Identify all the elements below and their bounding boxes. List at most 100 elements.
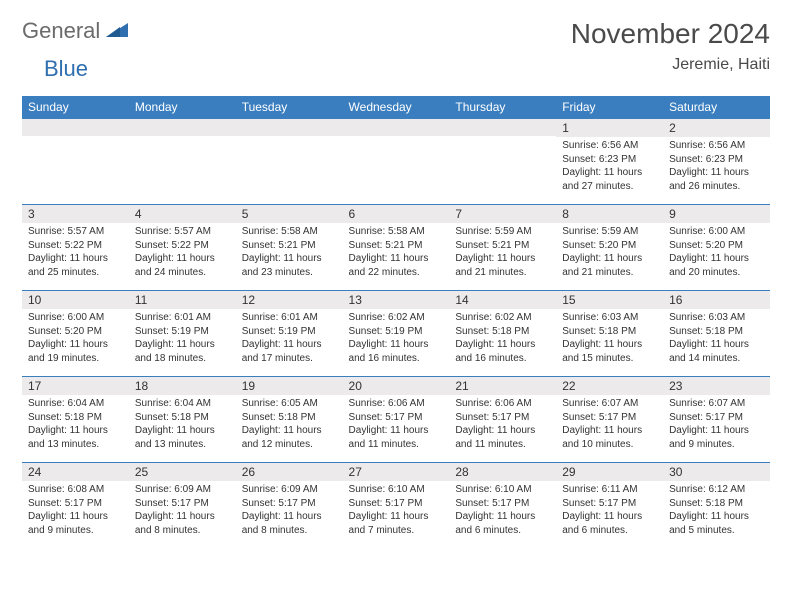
calendar-cell: 8Sunrise: 5:59 AMSunset: 5:20 PMDaylight… [556, 205, 663, 291]
day-number: 24 [22, 463, 129, 481]
day-number: 5 [236, 205, 343, 223]
day-number: 22 [556, 377, 663, 395]
calendar-cell: 17Sunrise: 6:04 AMSunset: 5:18 PMDayligh… [22, 377, 129, 463]
day-number: 29 [556, 463, 663, 481]
day-details: Sunrise: 5:58 AMSunset: 5:21 PMDaylight:… [343, 223, 450, 281]
day-details: Sunrise: 5:59 AMSunset: 5:20 PMDaylight:… [556, 223, 663, 281]
day-number: 6 [343, 205, 450, 223]
calendar-cell: 4Sunrise: 5:57 AMSunset: 5:22 PMDaylight… [129, 205, 236, 291]
calendar-cell [449, 119, 556, 205]
month-title: November 2024 [571, 18, 770, 50]
calendar-cell: 7Sunrise: 5:59 AMSunset: 5:21 PMDaylight… [449, 205, 556, 291]
logo: General [22, 18, 130, 44]
calendar-body: 1Sunrise: 6:56 AMSunset: 6:23 PMDaylight… [22, 119, 770, 549]
calendar-cell: 13Sunrise: 6:02 AMSunset: 5:19 PMDayligh… [343, 291, 450, 377]
day-number: 7 [449, 205, 556, 223]
calendar-cell [22, 119, 129, 205]
calendar-cell: 28Sunrise: 6:10 AMSunset: 5:17 PMDayligh… [449, 463, 556, 549]
day-details: Sunrise: 6:06 AMSunset: 5:17 PMDaylight:… [449, 395, 556, 453]
day-number: 23 [663, 377, 770, 395]
day-number: 14 [449, 291, 556, 309]
calendar-cell: 3Sunrise: 5:57 AMSunset: 5:22 PMDaylight… [22, 205, 129, 291]
day-details: Sunrise: 6:10 AMSunset: 5:17 PMDaylight:… [343, 481, 450, 539]
calendar-cell: 1Sunrise: 6:56 AMSunset: 6:23 PMDaylight… [556, 119, 663, 205]
calendar-week-row: 17Sunrise: 6:04 AMSunset: 5:18 PMDayligh… [22, 377, 770, 463]
day-details: Sunrise: 5:57 AMSunset: 5:22 PMDaylight:… [22, 223, 129, 281]
day-details: Sunrise: 6:10 AMSunset: 5:17 PMDaylight:… [449, 481, 556, 539]
logo-text-blue: Blue [44, 56, 88, 82]
day-details: Sunrise: 6:11 AMSunset: 5:17 PMDaylight:… [556, 481, 663, 539]
day-details: Sunrise: 6:01 AMSunset: 5:19 PMDaylight:… [129, 309, 236, 367]
calendar-cell [236, 119, 343, 205]
calendar-cell [343, 119, 450, 205]
calendar-cell: 15Sunrise: 6:03 AMSunset: 5:18 PMDayligh… [556, 291, 663, 377]
day-number: 30 [663, 463, 770, 481]
calendar-cell: 25Sunrise: 6:09 AMSunset: 5:17 PMDayligh… [129, 463, 236, 549]
day-number: 2 [663, 119, 770, 137]
day-details: Sunrise: 6:06 AMSunset: 5:17 PMDaylight:… [343, 395, 450, 453]
calendar-cell: 22Sunrise: 6:07 AMSunset: 5:17 PMDayligh… [556, 377, 663, 463]
calendar-week-row: 3Sunrise: 5:57 AMSunset: 5:22 PMDaylight… [22, 205, 770, 291]
day-number: 27 [343, 463, 450, 481]
day-details: Sunrise: 6:00 AMSunset: 5:20 PMDaylight:… [663, 223, 770, 281]
day-details: Sunrise: 6:03 AMSunset: 5:18 PMDaylight:… [556, 309, 663, 367]
day-number: 3 [22, 205, 129, 223]
calendar-cell: 24Sunrise: 6:08 AMSunset: 5:17 PMDayligh… [22, 463, 129, 549]
day-details: Sunrise: 6:08 AMSunset: 5:17 PMDaylight:… [22, 481, 129, 539]
calendar-table: SundayMondayTuesdayWednesdayThursdayFrid… [22, 96, 770, 549]
calendar-cell: 16Sunrise: 6:03 AMSunset: 5:18 PMDayligh… [663, 291, 770, 377]
day-number: 17 [22, 377, 129, 395]
day-number: 13 [343, 291, 450, 309]
calendar-cell: 10Sunrise: 6:00 AMSunset: 5:20 PMDayligh… [22, 291, 129, 377]
day-number: 18 [129, 377, 236, 395]
calendar-cell: 9Sunrise: 6:00 AMSunset: 5:20 PMDaylight… [663, 205, 770, 291]
logo-triangle-icon [106, 21, 128, 42]
calendar-cell: 27Sunrise: 6:10 AMSunset: 5:17 PMDayligh… [343, 463, 450, 549]
day-details: Sunrise: 6:03 AMSunset: 5:18 PMDaylight:… [663, 309, 770, 367]
calendar-cell: 29Sunrise: 6:11 AMSunset: 5:17 PMDayligh… [556, 463, 663, 549]
calendar-cell: 11Sunrise: 6:01 AMSunset: 5:19 PMDayligh… [129, 291, 236, 377]
day-details: Sunrise: 6:02 AMSunset: 5:18 PMDaylight:… [449, 309, 556, 367]
calendar-cell: 12Sunrise: 6:01 AMSunset: 5:19 PMDayligh… [236, 291, 343, 377]
location: Jeremie, Haiti [571, 56, 770, 74]
day-details: Sunrise: 6:01 AMSunset: 5:19 PMDaylight:… [236, 309, 343, 367]
calendar-cell [129, 119, 236, 205]
day-header: Monday [129, 96, 236, 119]
day-details: Sunrise: 6:04 AMSunset: 5:18 PMDaylight:… [129, 395, 236, 453]
day-number: 1 [556, 119, 663, 137]
calendar-week-row: 10Sunrise: 6:00 AMSunset: 5:20 PMDayligh… [22, 291, 770, 377]
day-details: Sunrise: 5:57 AMSunset: 5:22 PMDaylight:… [129, 223, 236, 281]
calendar-cell: 6Sunrise: 5:58 AMSunset: 5:21 PMDaylight… [343, 205, 450, 291]
day-number: 28 [449, 463, 556, 481]
calendar-cell: 18Sunrise: 6:04 AMSunset: 5:18 PMDayligh… [129, 377, 236, 463]
day-header: Wednesday [343, 96, 450, 119]
day-details: Sunrise: 6:56 AMSunset: 6:23 PMDaylight:… [663, 137, 770, 195]
day-details: Sunrise: 6:12 AMSunset: 5:18 PMDaylight:… [663, 481, 770, 539]
calendar-cell: 21Sunrise: 6:06 AMSunset: 5:17 PMDayligh… [449, 377, 556, 463]
day-details: Sunrise: 6:02 AMSunset: 5:19 PMDaylight:… [343, 309, 450, 367]
calendar-cell: 30Sunrise: 6:12 AMSunset: 5:18 PMDayligh… [663, 463, 770, 549]
day-details: Sunrise: 6:09 AMSunset: 5:17 PMDaylight:… [236, 481, 343, 539]
day-header: Sunday [22, 96, 129, 119]
day-header: Friday [556, 96, 663, 119]
day-number: 8 [556, 205, 663, 223]
day-number: 10 [22, 291, 129, 309]
day-details: Sunrise: 5:59 AMSunset: 5:21 PMDaylight:… [449, 223, 556, 281]
day-number: 12 [236, 291, 343, 309]
day-header: Thursday [449, 96, 556, 119]
day-details: Sunrise: 6:05 AMSunset: 5:18 PMDaylight:… [236, 395, 343, 453]
logo-text-general: General [22, 18, 100, 44]
day-details: Sunrise: 5:58 AMSunset: 5:21 PMDaylight:… [236, 223, 343, 281]
calendar-week-row: 24Sunrise: 6:08 AMSunset: 5:17 PMDayligh… [22, 463, 770, 549]
calendar-cell: 20Sunrise: 6:06 AMSunset: 5:17 PMDayligh… [343, 377, 450, 463]
calendar-cell: 23Sunrise: 6:07 AMSunset: 5:17 PMDayligh… [663, 377, 770, 463]
day-number: 9 [663, 205, 770, 223]
day-number: 25 [129, 463, 236, 481]
day-number: 15 [556, 291, 663, 309]
day-details: Sunrise: 6:56 AMSunset: 6:23 PMDaylight:… [556, 137, 663, 195]
day-details: Sunrise: 6:07 AMSunset: 5:17 PMDaylight:… [663, 395, 770, 453]
day-details: Sunrise: 6:09 AMSunset: 5:17 PMDaylight:… [129, 481, 236, 539]
calendar-cell: 5Sunrise: 5:58 AMSunset: 5:21 PMDaylight… [236, 205, 343, 291]
day-number: 16 [663, 291, 770, 309]
day-number: 20 [343, 377, 450, 395]
